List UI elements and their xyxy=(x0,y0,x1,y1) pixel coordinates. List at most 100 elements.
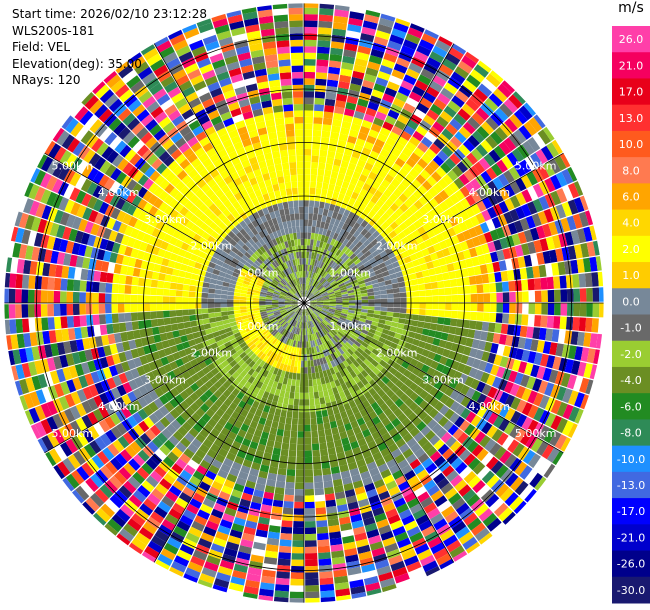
velocity-gate xyxy=(354,165,364,174)
velocity-gate xyxy=(556,386,567,401)
velocity-gate xyxy=(536,340,545,353)
velocity-gate xyxy=(513,500,527,514)
velocity-gate xyxy=(419,389,429,400)
velocity-gate xyxy=(375,111,387,121)
velocity-gate xyxy=(136,467,150,480)
velocity-gate xyxy=(124,294,131,303)
velocity-gate xyxy=(471,256,480,267)
velocity-gate xyxy=(19,378,30,395)
velocity-gate xyxy=(88,337,97,349)
velocity-gate xyxy=(241,344,250,352)
velocity-gate xyxy=(69,405,81,420)
velocity-gate xyxy=(221,262,230,270)
velocity-gate xyxy=(276,325,283,332)
velocity-gate xyxy=(268,406,276,415)
velocity-gate xyxy=(227,291,235,296)
velocity-gate xyxy=(245,326,253,333)
velocity-gate xyxy=(139,503,154,516)
velocity-gate xyxy=(483,231,493,243)
velocity-gate xyxy=(253,386,261,395)
velocity-gate xyxy=(437,317,445,325)
velocity-gate xyxy=(467,135,480,148)
velocity-gate xyxy=(9,273,17,288)
velocity-gate xyxy=(403,256,412,264)
velocity-gate xyxy=(105,461,118,475)
velocity-gate xyxy=(216,320,224,327)
velocity-gate xyxy=(186,353,196,362)
velocity-gate xyxy=(336,497,347,506)
velocity-gate xyxy=(290,312,296,318)
velocity-gate xyxy=(246,291,254,295)
velocity-gate xyxy=(504,394,516,408)
velocity-gate xyxy=(374,138,385,149)
velocity-gate xyxy=(317,423,325,431)
velocity-gate xyxy=(364,482,376,492)
velocity-gate xyxy=(342,114,354,123)
velocity-gate xyxy=(138,385,149,397)
velocity-gate xyxy=(464,218,474,230)
velocity-gate xyxy=(328,144,337,153)
velocity-gate xyxy=(555,204,567,219)
velocity-gate xyxy=(231,341,240,349)
velocity-gate xyxy=(304,456,313,464)
velocity-gate xyxy=(75,339,85,352)
velocity-gate xyxy=(342,255,350,262)
velocity-gate xyxy=(418,195,429,206)
velocity-gate xyxy=(213,438,224,448)
velocity-gate xyxy=(69,172,82,187)
velocity-gate xyxy=(87,326,95,338)
velocity-gate xyxy=(449,412,460,424)
velocity-gate xyxy=(475,174,487,187)
velocity-gate xyxy=(145,225,155,236)
velocity-gate xyxy=(331,211,339,219)
velocity-gate xyxy=(339,236,346,244)
velocity-gate xyxy=(329,307,336,310)
velocity-gate xyxy=(283,429,291,438)
velocity-gate xyxy=(15,304,22,319)
velocity-gate xyxy=(250,321,258,327)
velocity-gate xyxy=(267,472,277,481)
velocity-gate xyxy=(123,462,136,476)
velocity-gate xyxy=(280,370,286,378)
velocity-gate xyxy=(495,313,503,323)
velocity-gate xyxy=(476,312,484,321)
velocity-gate xyxy=(304,347,307,355)
velocity-gate xyxy=(311,155,319,163)
velocity-gate xyxy=(453,335,461,344)
velocity-gate xyxy=(72,303,80,316)
velocity-gate xyxy=(157,501,172,513)
velocity-gate xyxy=(316,317,322,323)
velocity-gate xyxy=(417,277,425,285)
velocity-gate xyxy=(511,148,525,163)
velocity-gate xyxy=(195,286,203,293)
velocity-gate xyxy=(548,221,558,236)
velocity-gate xyxy=(487,180,499,194)
velocity-gate xyxy=(340,313,348,317)
velocity-gate xyxy=(395,438,406,448)
velocity-gate xyxy=(414,79,429,92)
velocity-gate xyxy=(338,377,345,385)
velocity-gate xyxy=(164,391,175,402)
velocity-gate xyxy=(364,214,373,223)
velocity-gate xyxy=(311,320,316,327)
velocity-gate xyxy=(401,549,417,561)
velocity-gate xyxy=(314,200,320,208)
velocity-gate xyxy=(395,327,404,335)
velocity-gate xyxy=(329,231,335,239)
velocity-gate xyxy=(150,279,159,288)
velocity-gate xyxy=(521,203,532,217)
velocity-gate xyxy=(337,193,345,201)
velocity-gate xyxy=(304,309,306,316)
velocity-gate xyxy=(208,486,221,497)
velocity-gate xyxy=(415,327,424,335)
velocity-gate xyxy=(304,379,309,387)
velocity-gate xyxy=(426,367,436,377)
velocity-gate xyxy=(548,249,558,263)
velocity-gate xyxy=(398,480,410,492)
velocity-gate xyxy=(547,289,555,302)
velocity-gate xyxy=(306,308,310,315)
velocity-gate xyxy=(314,398,321,406)
velocity-gate xyxy=(378,319,386,325)
velocity-gate xyxy=(153,334,162,343)
velocity-gate xyxy=(481,351,490,362)
